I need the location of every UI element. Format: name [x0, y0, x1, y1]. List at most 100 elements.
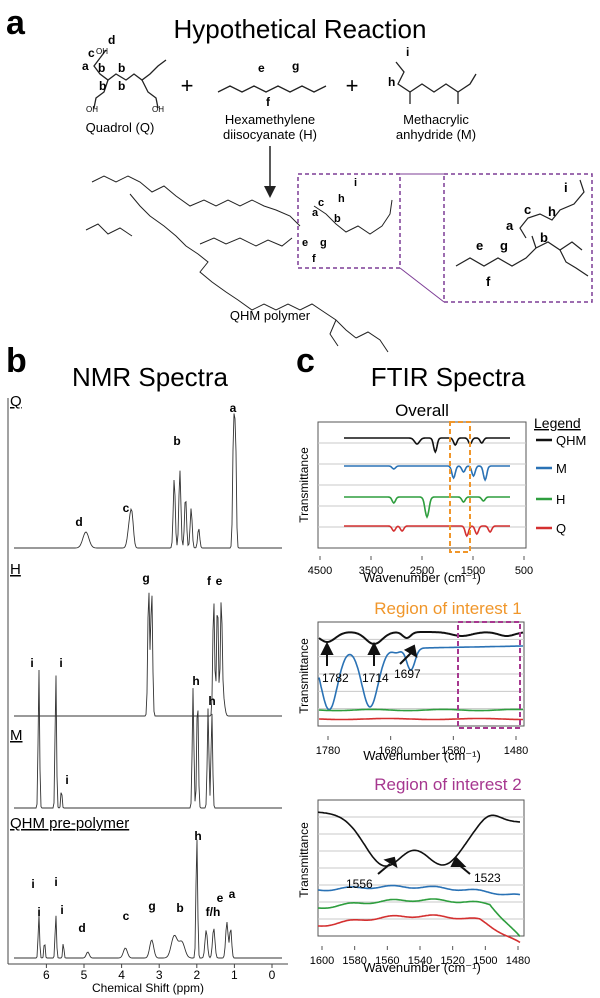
nmr-x-ticks: 6 5 4 3 2 1 0 — [43, 964, 276, 982]
legend-title: Legend — [534, 415, 581, 431]
nmr-tick-label: 1 — [231, 968, 238, 982]
roi2-y-axis-label: Transmittance — [297, 822, 311, 898]
quadrol-label-b2: b — [99, 79, 106, 93]
nmr-m-peak-i3: i — [65, 773, 68, 787]
overall-series-q — [344, 525, 510, 538]
zoom-connector-bottom — [399, 267, 445, 303]
roi1-annotation-1782: 1782 — [322, 671, 349, 685]
panel-b-letter: b — [6, 342, 27, 380]
roi2-series-m — [317, 884, 521, 896]
nmr-m-peak-i1: i — [30, 656, 33, 670]
hdi-label-e: e — [258, 61, 265, 75]
overall-title: Overall — [395, 401, 449, 420]
roi1-series-qhm — [318, 631, 524, 646]
zoom-label-e: e — [476, 238, 483, 253]
anhydride-name-line2: anhydride (M) — [396, 127, 476, 142]
tick-label: 1580 — [441, 745, 465, 757]
poly-label-a: a — [312, 207, 319, 219]
nmr-tick-label: 0 — [269, 968, 276, 982]
panel-a-title: Hypothetical Reaction — [174, 14, 427, 44]
quadrol-label-b3: b — [118, 61, 125, 75]
nmr-m-peak-h2: h — [208, 694, 215, 708]
zoom-label-a: a — [506, 218, 514, 233]
nmr-q-peak-d: d — [75, 515, 82, 529]
nmr-qhm-peak-h: h — [194, 829, 201, 843]
poly-label-g: g — [320, 237, 327, 249]
overall-x-ticks: 4500 3500 2500 1500 500 — [308, 556, 533, 577]
roi2-series — [317, 811, 521, 944]
quadrol-oh-2: OH — [86, 105, 98, 114]
quadrol-oh-1: OH — [96, 47, 108, 56]
roi2-series-h — [317, 898, 521, 938]
nmr-qhm-peak-i2: i — [37, 905, 40, 919]
nmr-tick-label: 6 — [43, 968, 50, 982]
hdi-name-line1: Hexamethylene — [225, 112, 315, 127]
nmr-x-axis-label: Chemical Shift (ppm) — [92, 981, 204, 995]
tick-label: 2500 — [410, 565, 434, 577]
quadrol-label-b1: b — [98, 61, 105, 75]
tick-label: 1540 — [408, 955, 432, 967]
poly-label-f: f — [312, 253, 316, 265]
anhydride-label-h: h — [388, 75, 395, 89]
anhydride-structure — [395, 61, 477, 104]
nmr-q-peak-b: b — [173, 434, 180, 448]
roi1-arrows — [320, 641, 418, 666]
roi2-grid — [318, 816, 524, 920]
zoom-detail-structure — [455, 179, 589, 277]
roi1-y-axis-label: Transmittance — [297, 638, 311, 714]
roi1-series-h — [318, 708, 523, 712]
poly-label-h: h — [338, 193, 345, 205]
roi1-series-m — [318, 645, 523, 711]
overall-series-qhm — [344, 437, 510, 454]
zoom-label-h: h — [548, 204, 556, 219]
roi2-arrows — [377, 856, 471, 875]
nmr-qhm-peak-b: b — [176, 901, 183, 915]
roi1-series — [318, 631, 524, 721]
nmr-qhm-peak-d: d — [78, 921, 85, 935]
nmr-h-peak-f: f — [207, 574, 212, 588]
zoom-label-c: c — [524, 202, 531, 217]
nmr-tick-label: 2 — [193, 968, 200, 982]
nmr-qhm-peak-c: c — [123, 909, 130, 923]
nmr-trace-qhm-name: QHM pre-polymer — [10, 815, 129, 832]
nmr-trace-m — [14, 669, 282, 809]
zoom-detail-box — [443, 173, 593, 303]
nmr-qhm-peak-fh: f/h — [206, 905, 221, 919]
overall-x-axis-label: Wavenumber (cm⁻¹) — [363, 570, 481, 585]
nmr-trace-m-name: M — [10, 727, 23, 744]
nmr-q-peak-a: a — [230, 401, 237, 415]
legend-label: M — [556, 461, 567, 476]
roi1-x-axis-label: Wavenumber (cm⁻¹) — [363, 748, 481, 763]
tick-label: 1780 — [316, 745, 340, 757]
hdi-label-g: g — [292, 59, 299, 73]
nmr-trace-qhm — [14, 839, 282, 959]
poly-label-i: i — [354, 177, 357, 189]
plus-sign-1: + — [181, 73, 194, 98]
legend: QHM M HQ — [536, 433, 586, 536]
nmr-h-peak-g: g — [142, 571, 149, 585]
polymer-structure — [85, 175, 393, 353]
nmr-trace-h — [14, 592, 282, 717]
hdi-label-f: f — [266, 95, 271, 109]
legend-label: QHM — [556, 433, 586, 448]
quadrol-structure — [93, 49, 167, 109]
nmr-m-peak-h1: h — [192, 674, 199, 688]
nmr-h-peak-e: e — [216, 574, 223, 588]
nmr-q-peak-c: c — [123, 501, 130, 515]
reaction-arrow-head — [264, 186, 276, 198]
overall-series — [344, 437, 510, 538]
roi2-series-q — [318, 914, 521, 944]
quadrol-label-a: a — [82, 59, 89, 73]
roi2-annotation-1556: 1556 — [346, 877, 373, 891]
roi1-x-ticks: 1780 1680 1580 1480 — [316, 736, 528, 757]
nmr-tick-label: 5 — [81, 968, 88, 982]
poly-label-c: c — [318, 197, 324, 209]
tick-label: 1480 — [504, 745, 528, 757]
anhydride-name-line1: Methacrylic — [403, 112, 469, 127]
hdi-structure — [217, 85, 327, 93]
zoom-label-b: b — [540, 230, 548, 245]
nmr-tick-label: 4 — [118, 968, 125, 982]
zoom-label-f: f — [486, 274, 491, 289]
anhydride-label-i: i — [406, 45, 409, 59]
